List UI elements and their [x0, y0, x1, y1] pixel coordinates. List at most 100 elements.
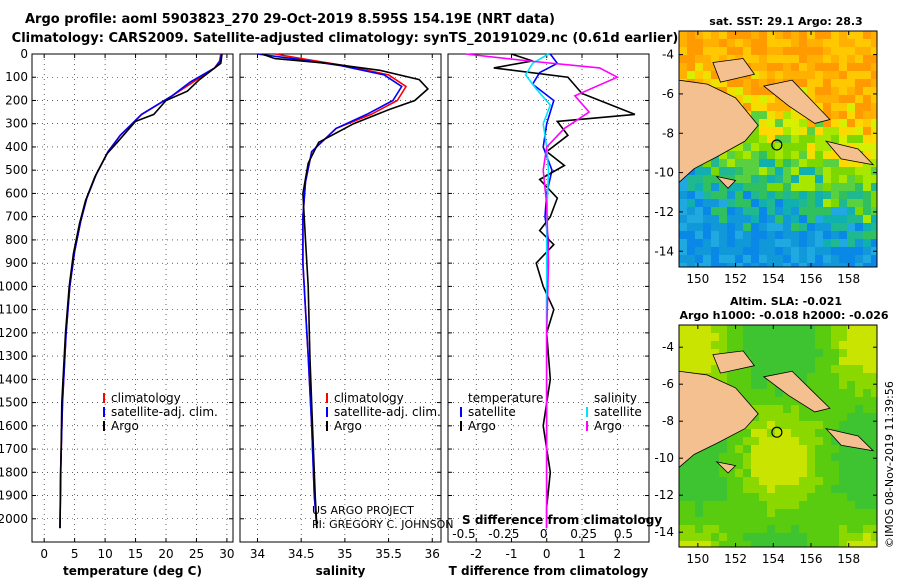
- sla_map-ytick-label: -4: [662, 340, 674, 354]
- sla_map-field: [679, 325, 877, 547]
- depth-tick-label: 0: [20, 47, 28, 61]
- depth-tick-label: 1700: [0, 442, 28, 456]
- sst_map-title: sat. SST: 29.1 Argo: 28.3: [709, 15, 862, 28]
- sla_map-xtick-label: 152: [724, 552, 747, 566]
- temperature-xtick-label: 5: [71, 547, 79, 561]
- sla_map-subtitle: Argo h1000: -0.018 h2000: -0.026: [679, 309, 888, 322]
- sla_map-xtick-label: 158: [837, 552, 860, 566]
- temperature-frame: [31, 53, 234, 543]
- sla_map-land-new-britain: [712, 350, 756, 374]
- difference-series-t-argo: [493, 53, 636, 529]
- salinity-series-climatology: [274, 53, 408, 529]
- sst_map-ytick-label: -8: [662, 126, 674, 140]
- temperature-series-climatology: [59, 53, 222, 529]
- sla_map-land-new-guinea: [679, 370, 759, 468]
- depth-tick-label: 1300: [0, 349, 28, 363]
- depth-tick-label: 1100: [0, 303, 28, 317]
- depth-tick-label: 1000: [0, 279, 28, 293]
- sst_map-ytick-label: -10: [654, 166, 674, 180]
- sla_map-xtick-label: 150: [686, 552, 709, 566]
- depth-tick-label: 1400: [0, 372, 28, 386]
- sst_map-land-new-britain: [712, 58, 756, 83]
- temperature-panel: 0 5 10 15 20 25 30 temperature (deg C) 0 100 200 30…: [0, 47, 235, 578]
- salinity-xtick-label: 35: [337, 547, 352, 561]
- difference-xtick-label: -1: [505, 547, 517, 561]
- sst_map-land-islet: [715, 175, 737, 189]
- sst_map-ytick-label: -12: [654, 205, 674, 219]
- sst_map-xtick-label: 150: [686, 272, 709, 286]
- sla_map-ytick-label: -12: [654, 488, 674, 502]
- figure-title-line1: Argo profile: aoml 5903823_270 29-Oct-20…: [25, 12, 555, 27]
- temperature-xtick-label: 15: [128, 547, 143, 561]
- salinity-xtick-label: 34.5: [288, 547, 315, 561]
- diff-s-tick-label: 0.5: [614, 527, 633, 541]
- temperature-legend-label: climatology: [111, 391, 181, 405]
- sst_map-xtick-label: 154: [762, 272, 785, 286]
- diff-s-tick-label: 0: [540, 527, 548, 541]
- salinity-legend-label: Argo: [334, 419, 362, 433]
- sla_map-land-islet: [715, 461, 737, 474]
- difference-xtick-label: 2: [613, 547, 621, 561]
- diff-legend-label: Argo: [468, 419, 496, 433]
- sst_map-land-solomons: [824, 140, 875, 166]
- sla_map-xtick-label: 154: [762, 552, 785, 566]
- salinity-panel: 34 34.5 35 35.5 36 salinity climatologysatelli…: [239, 53, 442, 578]
- diff-legend-label: satellite: [468, 405, 516, 419]
- difference-xtick-label: -2: [470, 547, 482, 561]
- depth-tick-label: 200: [5, 93, 28, 107]
- sst_map-frame: [678, 30, 878, 268]
- salinity-legend-label: satellite-adj. clim.: [334, 405, 441, 419]
- sla_map-xtick-label: 156: [800, 552, 823, 566]
- sst_map-xtick-label: 156: [800, 272, 823, 286]
- depth-tick-label: 1800: [0, 465, 28, 479]
- figure-title-line2: Climatology: CARS2009. Satellite-adjuste…: [12, 31, 679, 46]
- difference-series-s-argo: [465, 53, 620, 529]
- sla_map-title: Altim. SLA: -0.021: [730, 295, 842, 308]
- salinity-legend-label: climatology: [334, 391, 404, 405]
- salinity-xtick-label: 34: [250, 547, 265, 561]
- salinity-xtick-label: 36: [425, 547, 440, 561]
- depth-tick-label: 1500: [0, 396, 28, 410]
- depth-tick-label: 100: [5, 70, 28, 84]
- imos-watermark: ©IMOS 08-Nov-2019 11:39:56: [883, 381, 896, 548]
- difference-panel: -2 -1 0 1 2 T difference from climatology temp…: [447, 53, 662, 578]
- diff-s-tick-label: -0.5: [452, 527, 475, 541]
- depth-tick-label: 700: [5, 210, 28, 224]
- diff-s-axis-label: S difference from climatology: [462, 513, 662, 527]
- salinity-series-satellite-adj-clim-: [257, 53, 403, 529]
- depth-tick-label: 1600: [0, 419, 28, 433]
- salinity-series-argo: [261, 53, 430, 529]
- sst_map-ytick-label: -14: [654, 244, 674, 258]
- temperature-xtick-label: 25: [189, 547, 204, 561]
- sst_map-xtick-label: 158: [837, 272, 860, 286]
- depth-tick-label: 600: [5, 186, 28, 200]
- temperature-legend-label: satellite-adj. clim.: [111, 405, 218, 419]
- temperature-legend-label: Argo: [111, 419, 139, 433]
- sla-map-panel: 150 152 154 156 158 -4 -6 -8 -10 -12 -14 Altim. SLA…: [654, 295, 888, 566]
- sst_map-land-new-guinea: [679, 79, 759, 183]
- depth-tick-label: 400: [5, 140, 28, 154]
- sla_map-land-solomons: [824, 427, 875, 452]
- sst_map-land-bougainville: [762, 79, 831, 124]
- sla_map-profile-marker: [771, 426, 783, 438]
- temperature-series-satellite-adj-clim-: [59, 53, 223, 529]
- sla_map-ytick-label: -14: [654, 525, 674, 539]
- sst_map-xtick-label: 152: [724, 272, 747, 286]
- sla_map-ytick-label: -8: [662, 414, 674, 428]
- difference-xlabel: T difference from climatology: [449, 564, 649, 578]
- depth-tick-label: 1200: [0, 326, 28, 340]
- sla_map-land-bougainville: [762, 370, 831, 413]
- sst_map-profile-marker: [771, 139, 783, 151]
- sst-map-panel: 150 152 154 156 158 -4 -6 -8 -10 -12 -14 sat. SST: …: [654, 15, 878, 286]
- depth-tick-label: 300: [5, 117, 28, 131]
- temperature-xtick-label: 20: [158, 547, 173, 561]
- depth-tick-label: 800: [5, 233, 28, 247]
- diff-legend-title-salinity: salinity: [594, 391, 637, 405]
- depth-tick-label: 500: [5, 163, 28, 177]
- sla_map-frame: [678, 324, 878, 548]
- sst_map-ytick-label: -6: [662, 87, 674, 101]
- sst_map-ytick-label: -4: [662, 48, 674, 62]
- credit-project: US ARGO PROJECT: [312, 504, 414, 517]
